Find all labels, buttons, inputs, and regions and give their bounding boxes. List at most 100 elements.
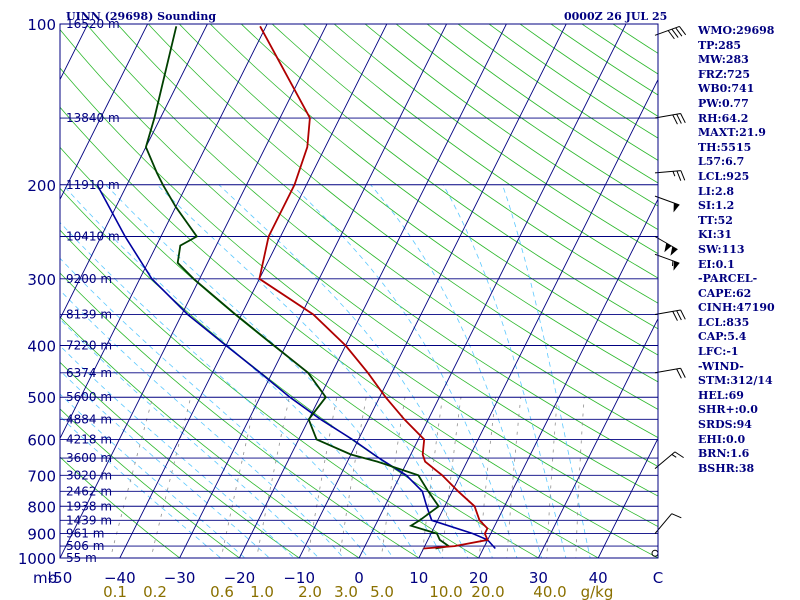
height-label: 506 m [66,539,104,553]
moist-adiabat [60,415,222,558]
isotherm [358,24,627,558]
barb-flag [675,27,683,37]
moist-adiabat [218,184,493,558]
barb-shaft-group [654,253,680,271]
barb-pennant [664,243,672,253]
isotherm [478,198,658,558]
barb-shaft-group [654,513,682,534]
wind-barb [654,367,686,379]
height-label: 1439 m [66,513,112,527]
barb-pennant [673,202,680,213]
index-line: MAXT:21.9 [698,126,766,140]
parcel-line [96,184,496,550]
mixing-ratio-line [109,397,154,558]
pressure-tick-label: 900 [27,526,56,544]
pressure-tick-label: 1000 [18,550,56,568]
barb-flag [672,311,678,321]
barb-pennant [670,246,678,256]
temperature-tick-label: 0 [354,569,364,587]
moist-adiabat [291,184,518,558]
index-line: WB0:741 [698,82,755,96]
height-label: 13840 m [66,111,120,125]
index-line: LFC:-1 [698,345,739,359]
mixing-ratio-line [220,397,257,558]
dry-adiabat [488,24,658,139]
temperature-tick-label: 10 [409,569,428,587]
barb-pennant [673,261,680,271]
index-line: EI:0.1 [698,257,735,271]
index-line: SRDS:94 [698,418,752,432]
temperature-tick-label: 30 [529,569,548,587]
barb-shaft [654,367,681,374]
barb-half-flag [672,260,674,267]
height-label: 16520 m [66,17,120,31]
temperature-tick-label: 20 [469,569,488,587]
wind-barb [651,549,659,557]
wind-barb [654,253,680,271]
index-line: HEL:69 [698,388,744,402]
temperature-tick-label: C [653,569,663,587]
index-line: LI:2.8 [698,184,735,198]
barb-flag [676,368,682,379]
temperature-tick-label: -50 [48,569,73,587]
dry-adiabat [60,316,360,558]
index-line: BSHR:38 [698,461,755,475]
pressure-tick-label: 100 [27,16,56,34]
dry-adiabat [519,24,658,117]
mixing-ratio-line [575,397,585,558]
dry-adiabat [116,24,658,439]
moist-adiabat [60,345,295,558]
mixing-ratio-label: 10.0 [429,583,462,600]
index-line: KI:31 [698,228,733,242]
index-line: BRN:1.6 [698,447,750,461]
pressure-tick-label: 800 [27,498,56,516]
barb-shaft [654,309,681,315]
dry-adiabat [302,24,658,279]
temperature-line [258,25,489,550]
barb-shaft-group [654,236,678,256]
barb-shaft-group [654,170,686,181]
moist-adiabat [60,289,345,558]
calm-circle [651,549,659,557]
dry-adiabat [60,229,480,558]
barb-shaft-group [654,367,686,379]
dry-adiabat [178,24,658,383]
moist-adiabat [62,184,419,558]
plot-frame [59,23,659,559]
temperature-tick-label: 40 [589,569,608,587]
barb-half-flag [671,454,677,458]
index-line: LCL:835 [698,315,750,329]
isotherm [179,24,448,558]
barb-flag [671,28,679,38]
dry-adiabat [457,24,658,161]
mixing-ratio-line [380,397,406,558]
index-line: SI:1.2 [698,199,735,213]
barb-shaft-group [654,195,680,213]
height-label: 4218 m [66,433,112,447]
pressure-tick-label: 200 [27,177,56,195]
barb-shaft [654,253,680,264]
barb-shaft [654,25,680,36]
pressure-tick-label: 700 [27,467,56,485]
barb-shaft [654,112,681,119]
dry-adiabat [209,24,658,356]
dry-adiabat [60,67,658,528]
moist-adiabat [60,221,394,558]
index-line: RH:64.2 [698,111,749,125]
barb-flag [680,309,686,320]
barb-flag [672,114,678,125]
mixing-ratio-label: 40.0 [533,583,566,600]
moist-adiabat [60,370,270,558]
index-line: EHI:0.0 [698,432,746,446]
dry-adiabat [60,361,300,558]
profile-layer [96,25,496,550]
isotherm [597,437,658,558]
mixing-ratio-line [441,397,462,558]
dry-adiabat [147,24,658,410]
index-line: TT:52 [698,213,733,227]
barb-flag [676,113,682,124]
pressure-tick-label: 300 [27,271,56,289]
isotherm [60,24,208,320]
temperature-tick-label: −30 [164,569,196,587]
pressure-tick-label: 400 [27,338,56,356]
